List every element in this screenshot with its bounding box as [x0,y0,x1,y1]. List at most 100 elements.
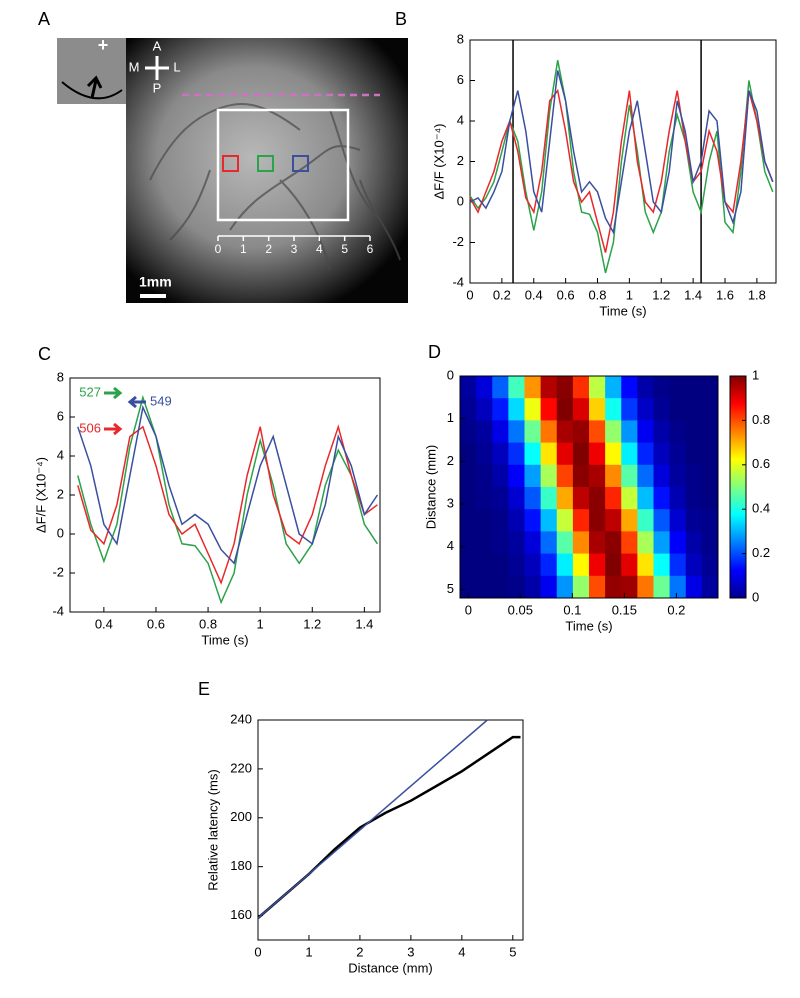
heatmap-cell [460,487,477,510]
x-tick-label: 0 [465,602,472,617]
heatmap-cell [701,420,719,444]
heatmap-cell [476,464,493,488]
y-tick-label: 0 [447,367,454,382]
heatmap-cell [669,420,687,444]
heatmap-cell [701,487,719,510]
x-tick-label: 0.15 [612,602,637,617]
heatmap-cell [589,509,606,532]
y-tick-label: 2 [457,153,464,168]
heatmap-cell [669,575,687,599]
y-axis-label: Relative latency (ms) [205,769,220,890]
annotation-arrow [127,395,146,409]
heatmap-cell [685,376,703,399]
x-tick-label: 0.6 [557,287,575,302]
heatmap-cell [556,398,574,421]
heatmap-cell [701,531,719,555]
heatmap-cell [460,442,477,466]
x-tick-label: 0.4 [95,616,113,631]
heatmap-cell [605,553,622,577]
heatmap-cell [476,487,493,510]
heatmap-cell [460,420,477,444]
series-line [257,735,521,919]
heatmap-cell [621,509,638,532]
scale-tick-label: 3 [291,242,298,256]
heatmap-cell [524,553,542,577]
x-tick-label: 0.1 [563,602,581,617]
y-tick-label: -2 [52,564,64,579]
x-tick-label: 1.6 [716,287,734,302]
heatmap-cell [508,509,525,532]
y-tick-label: 4 [457,112,464,127]
x-tick-label: 1.2 [652,287,670,302]
axes-frame [459,375,719,599]
heatmap-cell [685,531,703,555]
heatmap-cell [621,376,638,399]
heatmap-cell [508,398,525,421]
compass-label: A [153,38,162,53]
y-tick-label: -4 [452,274,464,289]
heatmap-cell [685,398,703,421]
heatmap-cell [572,575,590,599]
compass-label: L [173,59,180,74]
heatmap-cell [524,398,542,421]
heatmap-cell [492,575,509,599]
heatmap-cell [669,464,687,488]
roi [257,155,274,172]
heatmap-cell [605,464,622,488]
heatmap-cell [653,420,671,444]
series-line [469,88,774,253]
heatmap-cell [605,509,622,532]
heatmap-cell [669,398,687,421]
x-tick-label: 2 [356,944,363,959]
heatmap-cell [492,376,509,399]
series-line [77,394,379,605]
heatmap-cell [621,464,638,488]
x-tick-label: 1.2 [303,616,321,631]
heatmap-cell [460,575,477,599]
heatmap-cell [605,575,622,599]
x-tick-label: 0.8 [199,616,217,631]
scale-bar-label: 1mm [139,274,172,290]
heatmap-cell [701,464,719,488]
heatmap-cell [653,553,671,577]
heatmap-cell [572,531,590,555]
heatmap-cell [669,487,687,510]
heatmap-cell [589,398,606,421]
heatmap-cell [476,398,493,421]
heatmap-cell [572,420,590,444]
heatmap-cell [508,442,525,466]
panel-letter: B [395,9,407,29]
y-tick-label: 2 [447,453,454,468]
heatmap-cell [508,531,525,555]
compass-label: M [129,59,140,74]
heatmap-cell [701,398,719,421]
heatmap-cell [524,442,542,466]
heatmap-cell [621,575,638,599]
heatmap-cell [589,442,606,466]
heatmap-cell [653,464,671,488]
heatmap-cell [572,398,590,421]
y-axis-label: ΔF/F (X10⁻⁴) [431,123,446,199]
heatmap-cell [685,575,703,599]
heatmap-cell [589,575,606,599]
heatmap-cell [460,553,477,577]
y-tick-label: 8 [57,369,64,384]
heatmap-cell [508,464,525,488]
y-tick-label: 2 [57,486,64,501]
heatmap-cell [524,509,542,532]
scale-tick-label: 1 [240,242,247,256]
heatmap-cell [621,420,638,444]
y-tick-label: 0 [457,193,464,208]
heatmap-cell [669,442,687,466]
heatmap-cell [637,442,654,466]
x-axis-label: Distance (mm) [348,960,433,975]
y-tick-label: 5 [447,581,454,596]
y-tick-label: 220 [230,760,252,775]
y-tick-label: 240 [230,711,252,726]
y-tick-label: 160 [230,907,252,922]
heatmap-cell [637,420,654,444]
heatmap-cell [605,531,622,555]
y-tick-label: 8 [457,31,464,46]
heatmap-cell [589,553,606,577]
